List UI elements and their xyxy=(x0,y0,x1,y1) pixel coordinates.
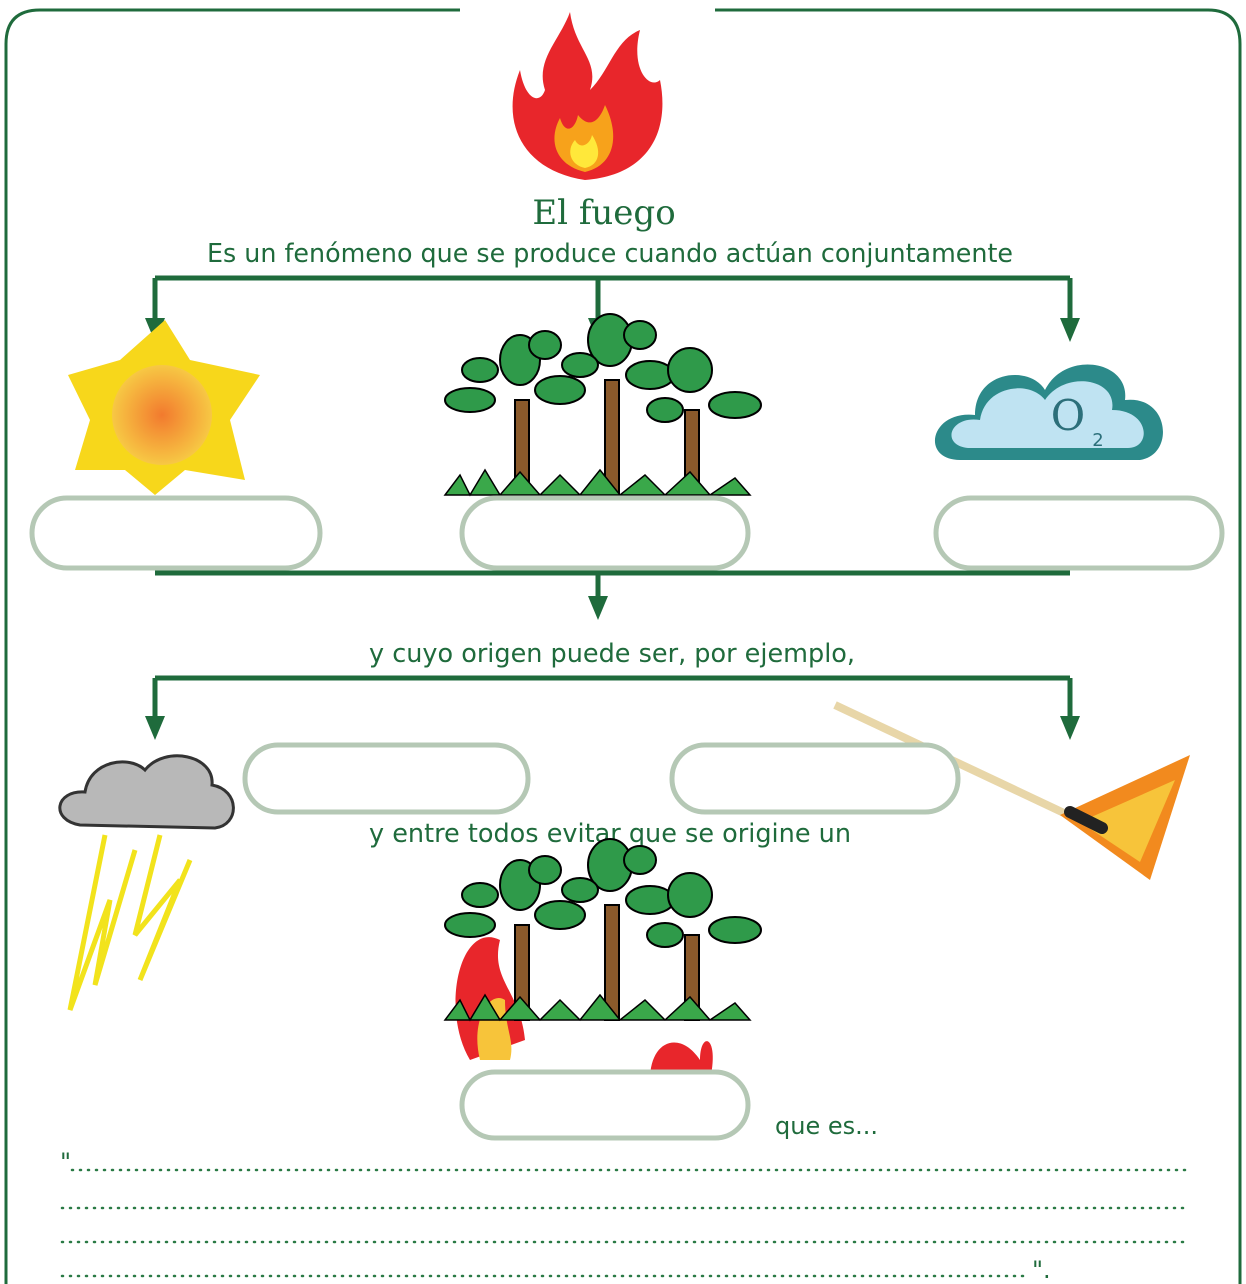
worksheet: El fuego Es un fenómeno que se produce c… xyxy=(0,0,1246,1284)
title: El fuego xyxy=(532,193,675,233)
oxygen-subscript: 2 xyxy=(1092,430,1103,451)
oxygen-symbol: O xyxy=(1051,391,1085,440)
page: El fuego {"header": {"title": "El fuego"… xyxy=(0,0,1246,1284)
opening-quote: " xyxy=(60,1148,71,1176)
origin-text: y cuyo origen puede ser, por ejemplo, xyxy=(369,639,855,669)
answer-box[interactable] xyxy=(672,745,958,812)
answer-box[interactable] xyxy=(462,1072,748,1138)
trees-image xyxy=(445,314,761,495)
sun-image xyxy=(68,320,260,495)
answer-lines xyxy=(62,1170,1188,1276)
answer-box[interactable] xyxy=(245,745,528,812)
body: El fuego Es un fenómeno que se produce c… xyxy=(0,0,1246,1284)
connector xyxy=(145,678,1080,740)
burning-trees-image xyxy=(445,839,761,1080)
answer-box[interactable] xyxy=(462,498,748,568)
flame-image xyxy=(513,12,663,180)
answer-box[interactable] xyxy=(32,498,320,568)
connector xyxy=(155,573,1070,620)
closing-quote: ". xyxy=(1032,1256,1051,1284)
intro-text: Es un fenómeno que se produce cuando act… xyxy=(207,239,1013,269)
storm-image xyxy=(60,756,234,1010)
definition-lead: que es... xyxy=(775,1112,878,1140)
oxygen-cloud-image: O 2 xyxy=(935,365,1163,460)
answer-box[interactable] xyxy=(936,498,1222,568)
